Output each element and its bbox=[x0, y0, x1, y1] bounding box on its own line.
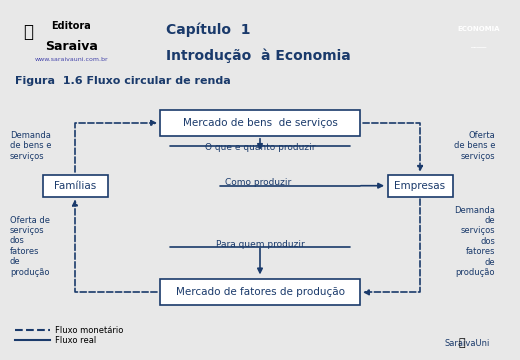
Text: Fluxo monetário: Fluxo monetário bbox=[55, 325, 123, 335]
Text: Saraiva: Saraiva bbox=[45, 40, 98, 53]
Text: Famílias: Famílias bbox=[54, 181, 96, 191]
Text: SaraivaUni: SaraivaUni bbox=[445, 339, 490, 348]
Text: www.saraivauni.com.br: www.saraivauni.com.br bbox=[35, 57, 108, 62]
FancyBboxPatch shape bbox=[43, 175, 108, 197]
Text: Demanda
de bens e
serviços: Demanda de bens e serviços bbox=[10, 131, 51, 161]
Text: Como produzir: Como produzir bbox=[225, 178, 291, 187]
Text: Para quem produzir: Para quem produzir bbox=[216, 240, 304, 249]
Text: Figura  1.6 Fluxo circular de renda: Figura 1.6 Fluxo circular de renda bbox=[15, 76, 231, 86]
Text: Fluxo real: Fluxo real bbox=[55, 336, 96, 345]
Text: O que e quanto produzir: O que e quanto produzir bbox=[205, 143, 315, 152]
Text: ─────: ───── bbox=[470, 46, 487, 51]
Text: Oferta de
serviços
dos
fatores
de
produção: Oferta de serviços dos fatores de produç… bbox=[10, 216, 50, 276]
Text: Mercado de fatores de produção: Mercado de fatores de produção bbox=[176, 287, 345, 297]
Text: Introdução  à Economia: Introdução à Economia bbox=[166, 49, 351, 63]
FancyBboxPatch shape bbox=[387, 175, 452, 197]
Text: Editora: Editora bbox=[51, 21, 92, 31]
Text: Demanda
de
serviços
dos
fatores
de
produção: Demanda de serviços dos fatores de produ… bbox=[454, 206, 495, 277]
Text: Mercado de bens  de serviços: Mercado de bens de serviços bbox=[183, 118, 337, 128]
Text: ECONOMIA: ECONOMIA bbox=[457, 26, 500, 32]
Text: Oferta
de bens e
serviços: Oferta de bens e serviços bbox=[453, 131, 495, 161]
Text: 📖: 📖 bbox=[23, 23, 34, 41]
Text: 📖: 📖 bbox=[458, 338, 465, 348]
FancyBboxPatch shape bbox=[160, 110, 360, 136]
FancyBboxPatch shape bbox=[160, 279, 360, 305]
Text: Empresas: Empresas bbox=[395, 181, 446, 191]
Text: Capítulo  1: Capítulo 1 bbox=[166, 23, 251, 37]
